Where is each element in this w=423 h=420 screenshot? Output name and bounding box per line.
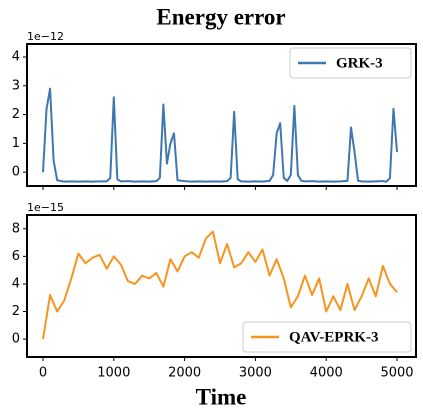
y-tick-label: 0 (12, 165, 20, 180)
legend-box (242, 321, 412, 353)
y-tick-label: 2 (12, 304, 20, 319)
series-line (42, 87, 399, 183)
legend-label: GRK-3 (336, 55, 383, 71)
legend-label: QAV-EPRK-3 (289, 329, 378, 345)
offset-text: 1e−15 (27, 201, 64, 214)
y-tick-label: 4 (12, 49, 20, 64)
x-tick-label: 1000 (97, 366, 130, 381)
x-tick-label: 3000 (239, 366, 272, 381)
y-tick-label: 8 (12, 221, 20, 236)
y-tick-label: 1 (12, 136, 20, 151)
x-axis-label: Time (196, 384, 247, 409)
y-tick-label: 3 (12, 78, 20, 93)
x-tick-label: 2000 (168, 366, 201, 381)
y-tick-label: 0 (12, 332, 20, 347)
y-tick-label: 6 (12, 249, 20, 264)
plot-frame (26, 43, 417, 187)
x-tick-label: 4000 (310, 366, 343, 381)
x-tick-label: 5000 (380, 366, 413, 381)
legend: QAV-EPRK-3 (242, 321, 412, 353)
y-tick-label: 4 (12, 276, 20, 291)
legend: GRK-3 (289, 47, 412, 79)
offset-text: 1e−12 (27, 30, 64, 43)
series-line (42, 230, 398, 340)
legend-box (289, 47, 412, 79)
plot-frame (26, 214, 417, 358)
chart-title: Energy error (156, 4, 285, 29)
y-tick-label: 2 (12, 107, 20, 122)
x-tick-label: 0 (39, 366, 47, 381)
